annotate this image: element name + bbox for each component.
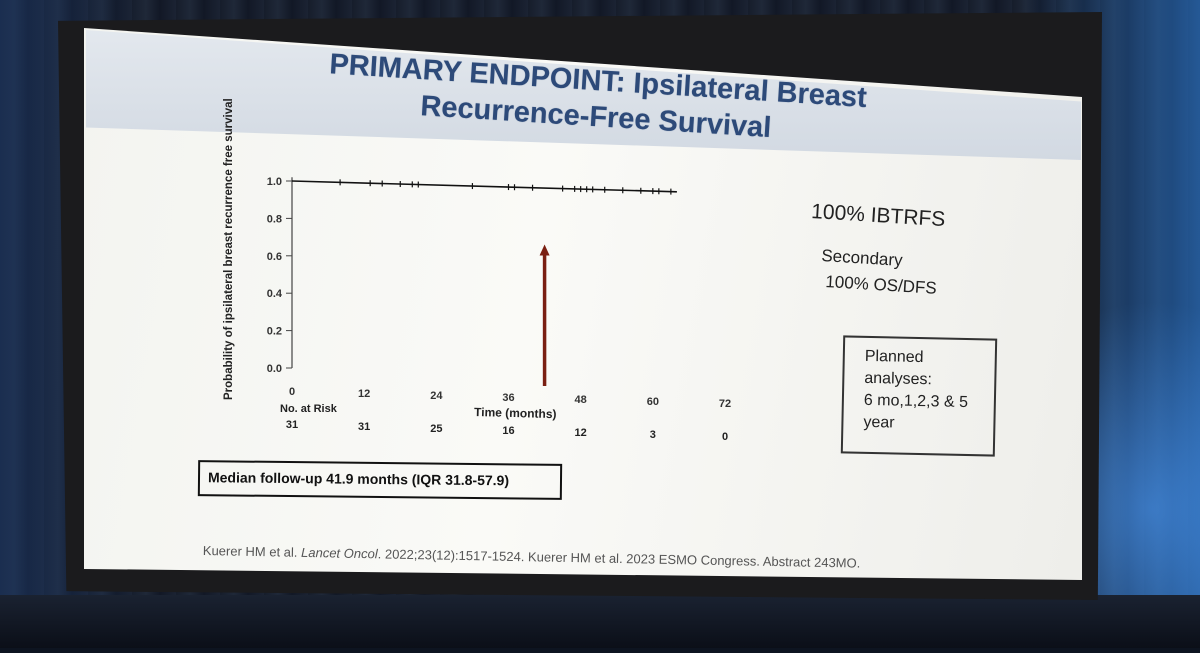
at-risk-value: 25: [430, 423, 442, 435]
annotation-arrow-head: [539, 244, 550, 256]
x-tick-label: 60: [647, 396, 659, 408]
stage-floor: [0, 595, 1200, 648]
at-risk-value: 31: [286, 419, 298, 431]
y-tick-label: 0.6: [267, 251, 282, 263]
at-risk-value: 3: [650, 429, 656, 441]
planned-line2: analyses:: [864, 369, 933, 389]
planned-line3: 6 mo,1,2,3 & 5: [863, 391, 969, 412]
at-risk-value: 16: [502, 425, 514, 437]
x-axis-title: Time (months): [474, 405, 557, 421]
citation-part1: Kuerer HM et al.: [202, 543, 302, 560]
y-tick-label: 1.0: [267, 176, 282, 188]
y-axis-title: Probability of ipsilateral breast recurr…: [223, 98, 235, 400]
y-tick-label: 0.2: [267, 326, 282, 338]
median-followup-box: Median follow-up 41.9 months (IQR 31.8-5…: [197, 460, 563, 500]
at-risk-label: No. at Risk: [280, 403, 338, 415]
citation-journal: Lancet Oncol: [300, 544, 378, 562]
x-tick-label: 24: [430, 390, 443, 402]
x-tick-label: 72: [719, 398, 731, 410]
planned-line4: year: [863, 413, 895, 432]
x-tick-label: 0: [289, 386, 295, 398]
x-tick-label: 48: [575, 394, 587, 406]
at-risk-value: 0: [722, 431, 728, 443]
at-risk-value: 31: [358, 421, 370, 433]
y-tick-label: 0.4: [267, 288, 283, 300]
y-tick-label: 0.8: [267, 213, 282, 225]
y-tick-label: 0.0: [267, 363, 282, 375]
at-risk-value: 12: [575, 427, 587, 439]
x-tick-label: 12: [358, 388, 370, 400]
planned-line1: Planned: [864, 347, 924, 367]
planned-analyses-box: Planned analyses: 6 mo,1,2,3 & 5 year: [840, 335, 998, 457]
median-followup-text: Median follow-up 41.9 months (IQR 31.8-5…: [207, 469, 510, 489]
survival-curve-line: [291, 180, 677, 193]
x-tick-label: 36: [502, 392, 514, 404]
